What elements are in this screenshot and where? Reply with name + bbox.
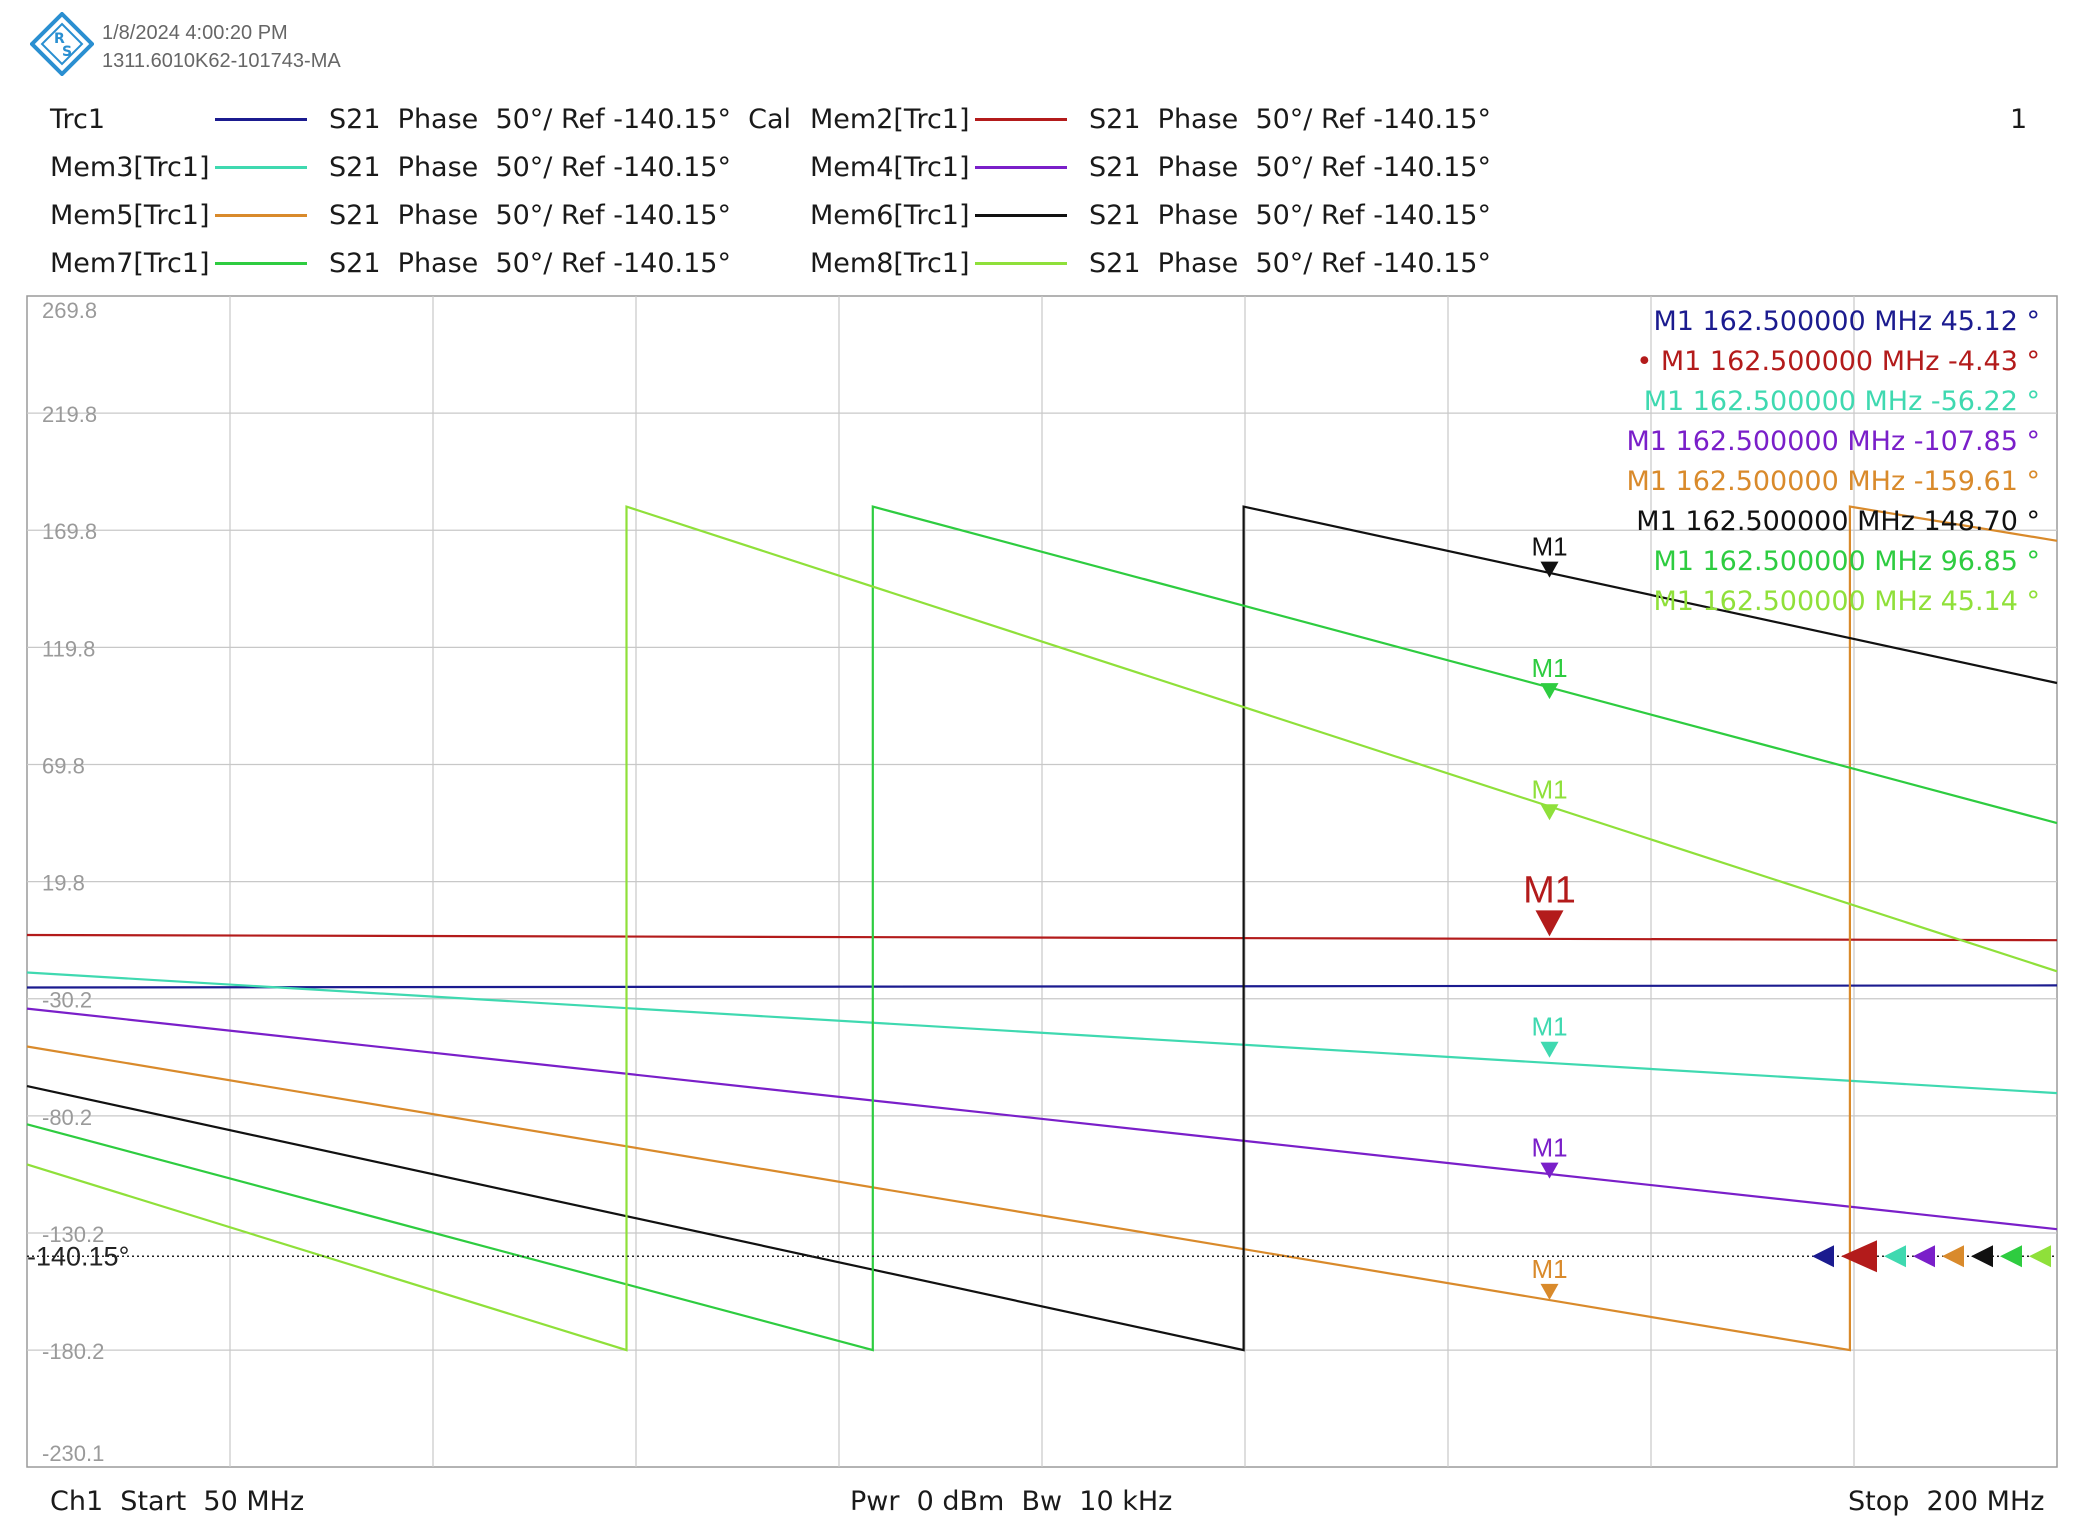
legend-trace-description: S21 Phase 50°/ Ref -140.15°	[1089, 200, 1491, 231]
series-line	[26, 505, 2058, 1352]
marker-readout-text: • M1 162.500000 MHz -4.43 °	[1636, 346, 2040, 377]
marker-readout-row: • M1 162.500000 MHz -4.43 °	[1636, 346, 2040, 377]
y-tick-label: 269.8	[42, 298, 97, 323]
legend-trace-name: Mem5[Trc1]	[50, 200, 210, 231]
chart-series	[26, 505, 2058, 1352]
marker-readout-text: M1 162.500000 MHz 148.70 °	[1636, 506, 2040, 537]
legend-trace-description: S21 Phase 50°/ Ref -140.15° Cal	[329, 104, 792, 135]
header-device-id: 1311.6010K62-101743-MA	[102, 50, 341, 72]
marker-readouts: M1 162.500000 MHz 45.12 ° • M1 162.500000…	[1627, 306, 2040, 617]
marker-readout-text: M1 162.500000 MHz -159.61 °	[1627, 466, 2040, 497]
legend-trace-name: Mem3[Trc1]	[50, 152, 210, 183]
marker-readout-text: M1 162.500000 MHz 96.85 °	[1653, 546, 2040, 577]
legend-trace-swatch	[975, 214, 1067, 217]
marker-triangle	[1540, 1041, 1559, 1058]
marker-triangle	[1540, 1283, 1559, 1300]
svg-text:S: S	[62, 44, 72, 60]
marker-readout-row: M1 162.500000 MHz 45.14 °	[1653, 586, 2040, 617]
marker-readout-text: M1 162.500000 MHz -56.22 °	[1644, 386, 2040, 417]
reference-arrow	[1942, 1245, 1964, 1268]
marker-triangle	[1535, 910, 1564, 937]
y-tick-label: 169.8	[42, 519, 97, 544]
marker-label: M1	[1531, 532, 1567, 562]
marker-label: M1	[1531, 1012, 1567, 1042]
marker-label: M1	[1531, 774, 1567, 804]
rohde-schwarz-logo: R S	[30, 12, 94, 76]
legend-trace-description: S21 Phase 50°/ Ref -140.15°	[329, 200, 731, 231]
series-line	[26, 1007, 2058, 1231]
header-datetime: 1/8/2024 4:00:20 PM	[102, 22, 288, 44]
marker-readout-text: M1 162.500000 MHz 45.14 °	[1653, 586, 2040, 617]
series-line	[26, 505, 2058, 1352]
series-line	[26, 505, 2058, 1352]
reference-arrow	[1884, 1245, 1906, 1268]
y-tick-label: 119.8	[42, 636, 95, 661]
legend-trace-swatch	[975, 166, 1067, 169]
legend-trace-name: Mem4[Trc1]	[810, 152, 970, 183]
marker-label: M1	[1531, 653, 1567, 683]
legend-trace-name: Trc1	[50, 104, 106, 135]
marker-label: M1	[1531, 1254, 1567, 1284]
marker-readout-row: M1 162.500000 MHz -56.22 °	[1644, 386, 2040, 417]
marker-readout-text: M1 162.500000 MHz -107.85 °	[1627, 426, 2040, 457]
legend-trace-swatch	[975, 118, 1067, 121]
marker-triangle	[1540, 1162, 1559, 1179]
footer-start: Ch1 Start 50 MHz	[50, 1486, 305, 1517]
marker-label: M1	[1523, 869, 1576, 911]
svg-text:R: R	[54, 31, 65, 47]
legend-trace-swatch	[215, 166, 307, 169]
reference-arrow	[1913, 1245, 1935, 1268]
channel-number: 1	[2010, 104, 2028, 135]
legend-trace-description: S21 Phase 50°/ Ref -140.15°	[329, 152, 731, 183]
chart-grid	[26, 295, 2058, 1468]
y-tick-label: -230.1	[42, 1441, 104, 1466]
legend-trace-description: S21 Phase 50°/ Ref -140.15°	[329, 248, 731, 279]
reference-arrow	[2000, 1245, 2022, 1268]
marker-triangle	[1540, 561, 1559, 578]
marker-readout-row: M1 162.500000 MHz -159.61 °	[1627, 466, 2040, 497]
marker-readout-row: M1 162.500000 MHz 96.85 °	[1653, 546, 2040, 577]
series-line	[26, 933, 2058, 942]
series-line	[26, 984, 2058, 989]
legend-trace-name: Mem8[Trc1]	[810, 248, 970, 279]
reference-arrow	[1841, 1240, 1877, 1273]
legend-trace-swatch	[215, 214, 307, 217]
legend-trace-description: S21 Phase 50°/ Ref -140.15°	[1089, 152, 1491, 183]
marker-label: M1	[1531, 1133, 1567, 1163]
y-tick-label: -130.2	[42, 1222, 104, 1247]
marker-readout-row: M1 162.500000 MHz 45.12 °	[1653, 306, 2040, 337]
reference-arrow	[1812, 1245, 1834, 1268]
y-tick-label: 219.8	[42, 402, 97, 427]
legend-trace-description: S21 Phase 50°/ Ref -140.15°	[1089, 248, 1491, 279]
y-tick-labels: 269.8 219.8 169.8 119.8 69.8 19.8 -30.2 -80.2 -1…	[42, 298, 104, 1466]
y-tick-label: 69.8	[42, 753, 85, 778]
y-tick-label: -30.2	[42, 988, 92, 1013]
chart-markers: M1 M1 M1 M1 M1 M1 M1	[1523, 532, 1576, 1300]
reference-arrow	[1971, 1245, 1993, 1268]
legend-trace-name: Mem6[Trc1]	[810, 200, 970, 231]
legend-trace-name: Mem2[Trc1]	[810, 104, 970, 135]
legend-trace-swatch	[215, 262, 307, 265]
legend-trace-swatch	[975, 262, 1067, 265]
y-tick-label: 19.8	[42, 871, 85, 896]
legend-trace-name: Mem7[Trc1]	[50, 248, 210, 279]
y-tick-label: -80.2	[42, 1105, 92, 1130]
marker-readout-row: M1 162.500000 MHz 148.70 °	[1636, 506, 2040, 537]
y-tick-label: -180.2	[42, 1339, 104, 1364]
series-line	[26, 505, 2058, 1352]
reference-label: -140.15°	[27, 1241, 129, 1271]
footer-stop: Stop 200 MHz	[1848, 1486, 2045, 1517]
footer-power-bandwidth: Pwr 0 dBm Bw 10 kHz	[850, 1486, 1173, 1517]
legend-trace-swatch	[215, 118, 307, 121]
series-line	[26, 971, 2058, 1095]
reference-arrow	[2029, 1245, 2051, 1268]
marker-triangle	[1540, 804, 1559, 821]
marker-triangle	[1540, 683, 1559, 700]
marker-readout-row: M1 162.500000 MHz -107.85 °	[1627, 426, 2040, 457]
marker-readout-text: M1 162.500000 MHz 45.12 °	[1653, 306, 2040, 337]
reference-line: -140.15°	[27, 1240, 2057, 1273]
legend-trace-description: S21 Phase 50°/ Ref -140.15°	[1089, 104, 1491, 135]
